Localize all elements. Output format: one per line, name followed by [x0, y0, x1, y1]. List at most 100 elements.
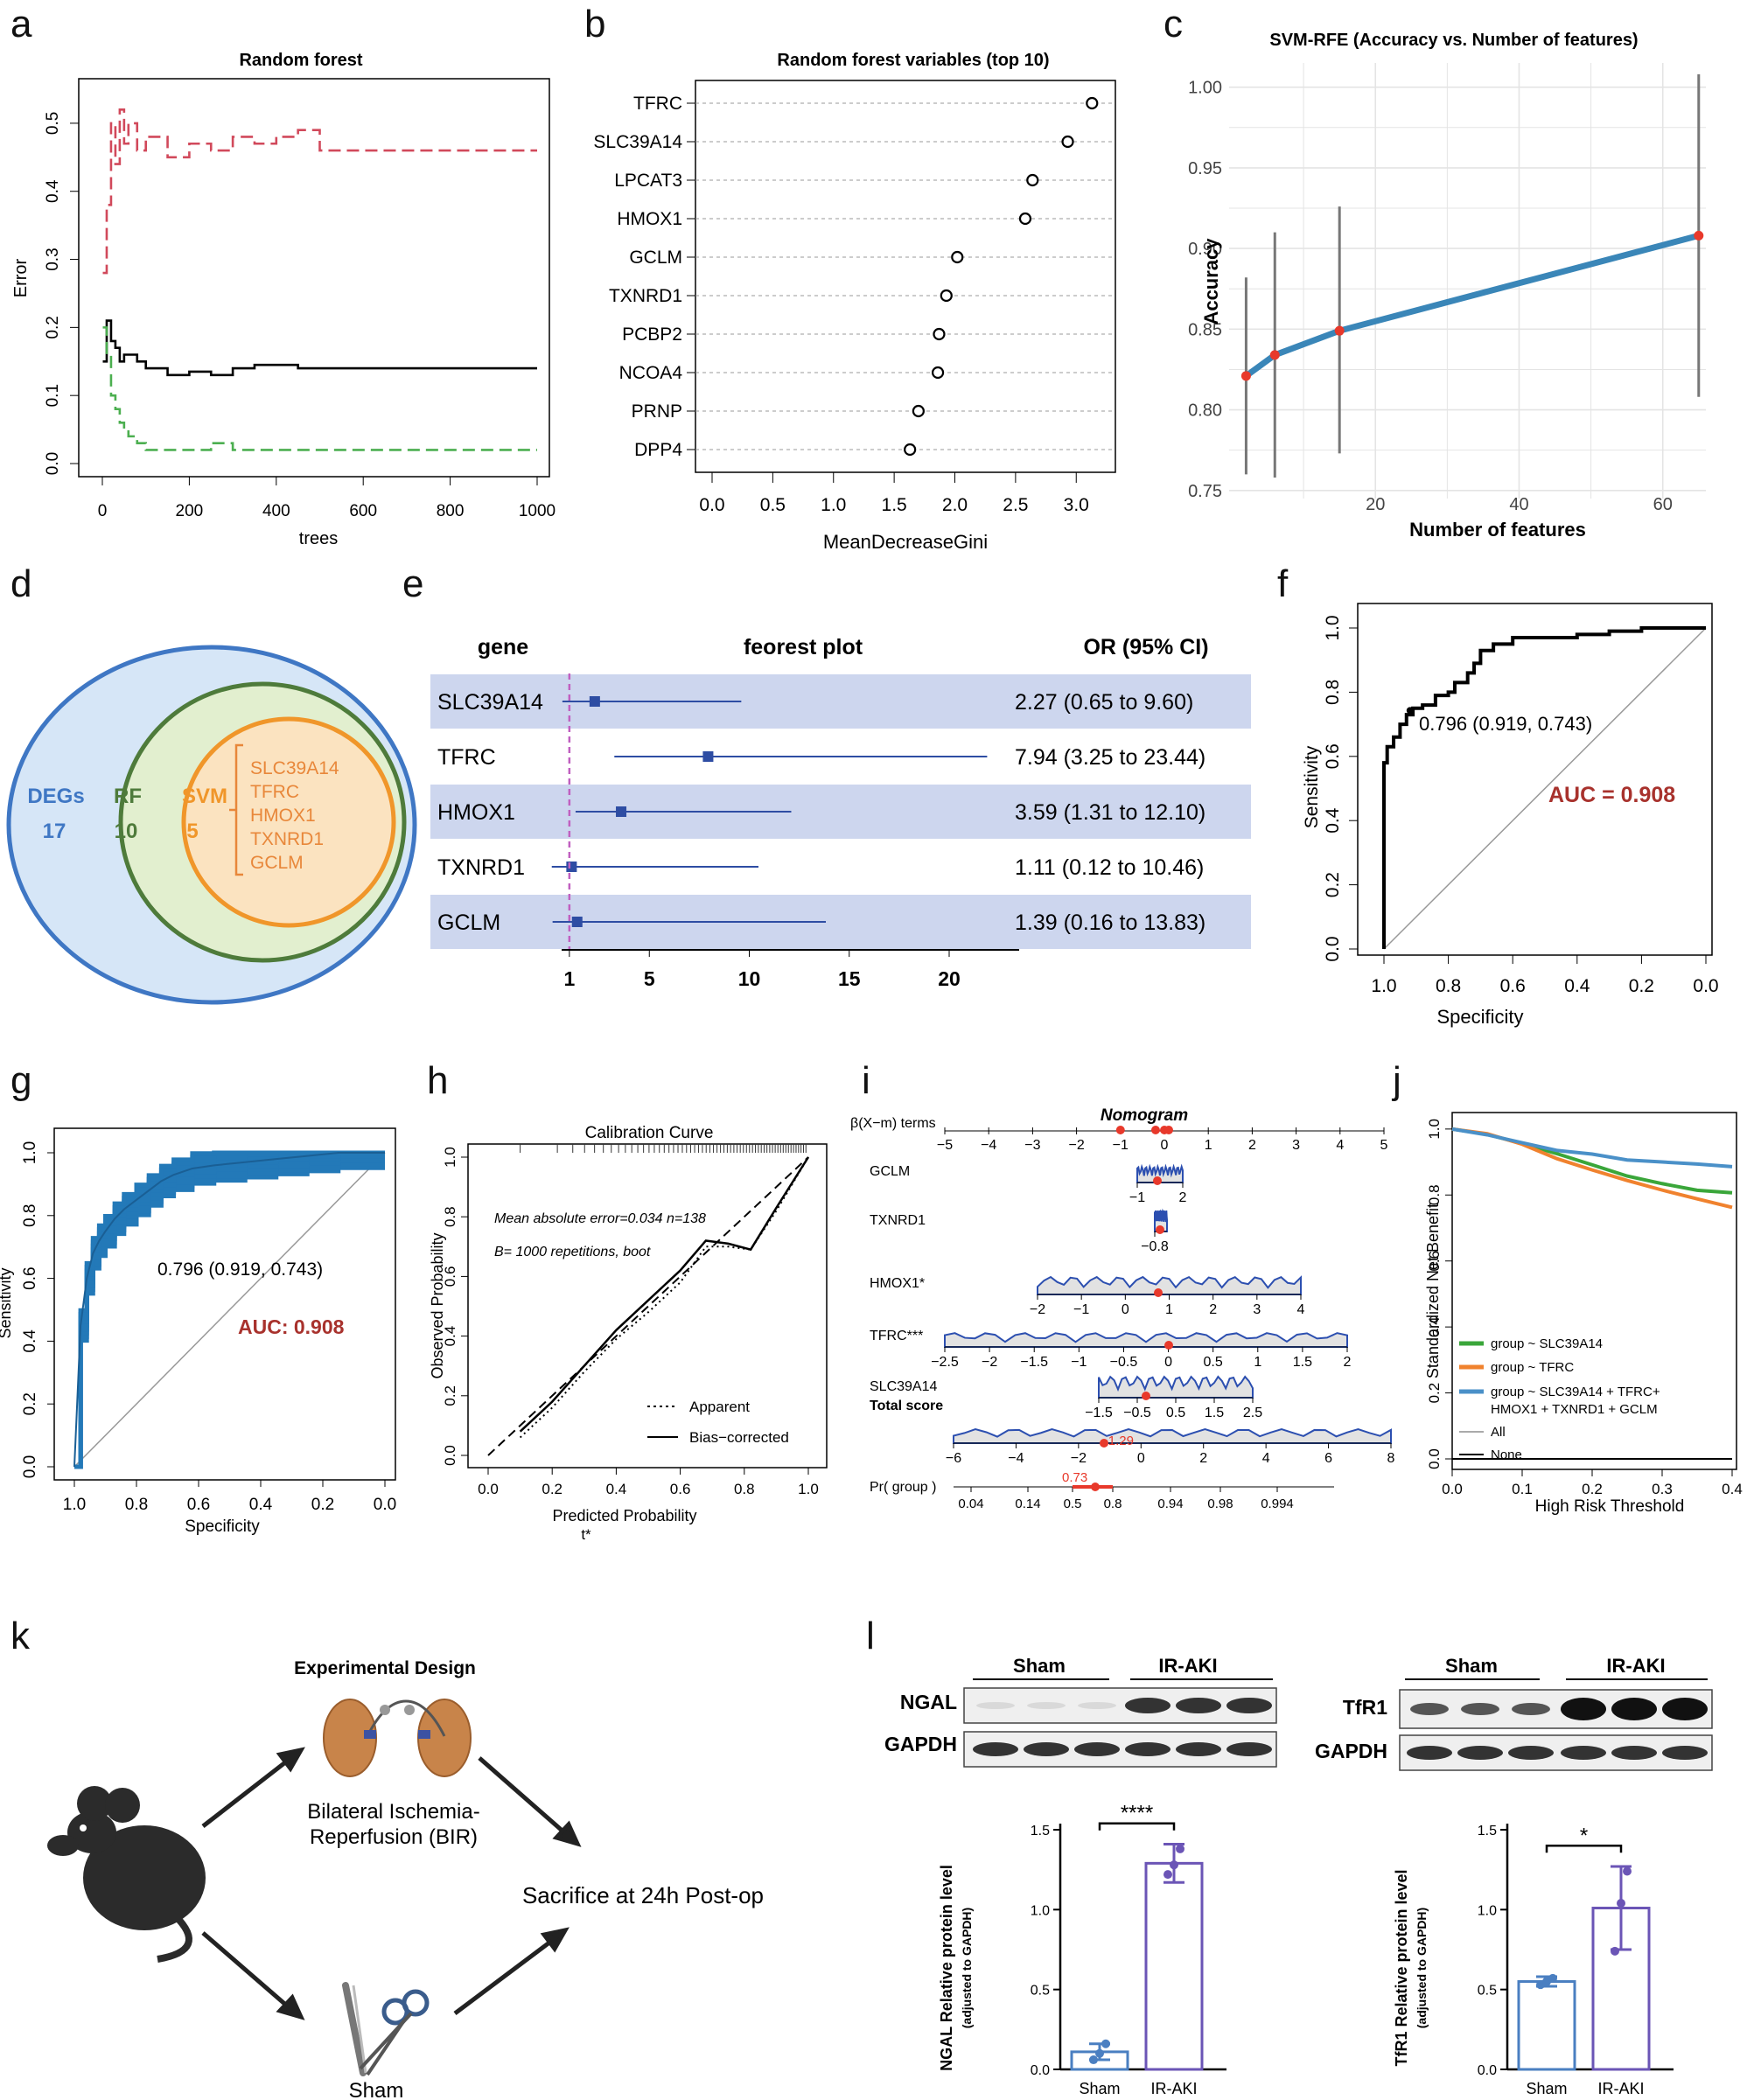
rf-series-class-2	[102, 326, 537, 451]
panel-i-nomogram: Nomogram β(X−m) terms−5 −4 −3 −2 −1 0 1 2 3 4 5 GCL…	[850, 1106, 1395, 1511]
nomo-tick-label: 5	[1380, 1138, 1388, 1153]
blot-band	[1024, 1742, 1069, 1756]
nomo-point	[1154, 1288, 1163, 1297]
bar-datapoint	[1164, 1870, 1172, 1880]
rf-series-oob	[102, 319, 537, 377]
nomo-tick-label: 1	[1205, 1138, 1212, 1153]
g-ytick-label: 0.4	[21, 1329, 39, 1353]
forest-or-point	[589, 696, 600, 707]
bar-datapoint	[1176, 1844, 1184, 1853]
nomo-density	[1037, 1275, 1302, 1295]
h-apparent-curve	[519, 1156, 809, 1439]
j-series-line	[1451, 1127, 1733, 1195]
forest-or-point	[616, 806, 627, 817]
j-legend-label: All	[1491, 1425, 1506, 1440]
chart-h-annotation: B= 1000 repetitions, boot	[494, 1245, 651, 1259]
bar	[1517, 1980, 1576, 2071]
j-ytick-label: 0.6	[1426, 1251, 1443, 1272]
b-xtick-label: 3.0	[1064, 495, 1089, 515]
blot-band	[1611, 1746, 1657, 1760]
panel-e-forest-plot: gene feorest plot OR (95% CI) SLC39A14 2.…	[430, 635, 1251, 990]
f-roc-curve	[1382, 626, 1706, 949]
bar-ytick-label: 1.5	[1478, 1824, 1497, 1838]
chart-b-frame	[695, 80, 1116, 473]
h-xtick-label: 0.4	[606, 1481, 627, 1497]
nomo-tick-label: −1.5	[1020, 1355, 1048, 1370]
chart-h-annotation: Mean absolute error=0.034 n=138	[494, 1211, 706, 1226]
chart-f-auc: AUC = 0.908	[1548, 783, 1675, 807]
blot-left-group2: IR-AKI	[1158, 1655, 1217, 1677]
j-legend-label: HMOX1 + TXNRD1 + GCLM	[1491, 1402, 1658, 1417]
chart-g-ylabel: Sensitivity	[0, 1267, 14, 1338]
nomo-tick-label: −2	[982, 1355, 997, 1370]
nomo-tick-label: 1	[1165, 1302, 1173, 1317]
bar-significance-label: *	[1580, 1824, 1588, 1847]
chart-g-auc: AUC: 0.908	[238, 1315, 345, 1338]
h-ytick-label: 0.0	[442, 1445, 458, 1466]
nomo-tick-label: 0.994	[1261, 1497, 1294, 1511]
nomo-row-label: TXNRD1	[870, 1213, 926, 1228]
panel-j-decision-curve: 0.0 0.1 0.2 0.3 0.4 0.0 0.2 0.4 0.6 0.8 1.0 group…	[1424, 1112, 1743, 1516]
bar-l2-ylabel2: (adjusted to GAPDH)	[1415, 1908, 1429, 2028]
design-title: Experimental Design	[294, 1658, 476, 1678]
nomo-tick-label: −1	[1129, 1190, 1145, 1205]
c-ytick-label: 1.00	[1188, 79, 1222, 98]
f-xtick-label: 1.0	[1371, 976, 1396, 996]
chart-c-plot-area	[1229, 63, 1706, 499]
c-point	[1269, 350, 1280, 360]
f-cutoff-point	[1406, 707, 1414, 715]
nomo-tick-label: −4	[981, 1138, 996, 1153]
j-series-line	[1451, 1127, 1733, 1210]
nomo-tick-label: −0.5	[1110, 1355, 1138, 1370]
panel-letter-e: e	[402, 562, 423, 605]
nomo-tick-label: 2.5	[1243, 1406, 1262, 1420]
nomo-tick-label: −1	[1071, 1355, 1087, 1370]
forest-gene-label: SLC39A14	[437, 690, 543, 715]
chart-h-xlabel: Predicted Probability	[552, 1507, 696, 1524]
nomo-tick-label: 0.14	[1015, 1497, 1040, 1511]
g-roc-curve	[73, 1152, 385, 1468]
nomo-tick-label: 0.04	[958, 1497, 983, 1511]
c-ytick-label: 0.90	[1188, 240, 1222, 259]
blot-band	[1512, 1703, 1550, 1715]
venn-rf-count: 10	[115, 820, 138, 843]
chart-h-legend-bias: Bias−corrected	[689, 1429, 789, 1446]
h-xtick-label: 0.6	[670, 1481, 691, 1497]
bar-l1-ylabel: NGAL Relative protein level	[938, 1865, 955, 2071]
g-xtick-label: 0.8	[125, 1496, 148, 1514]
chart-f-ylabel: Sensitivity	[1302, 745, 1322, 828]
g-xtick-label: 1.0	[63, 1496, 86, 1514]
nomo-tick-label: 3	[1292, 1138, 1300, 1153]
forest-or-text: 2.27 (0.65 to 9.60)	[1015, 690, 1193, 715]
f-xtick-label: 0.6	[1500, 976, 1526, 996]
nomo-tick-label: 1.5	[1205, 1406, 1224, 1420]
chart-a-frame	[78, 78, 550, 478]
blot-band	[1662, 1746, 1708, 1760]
venn-gene: GCLM	[250, 853, 304, 873]
panel-a-random-forest-error: Random forest 0 200 400 600 800 1000 0.0 0.1 0.…	[11, 51, 556, 548]
arrow-head	[276, 1747, 305, 1773]
nomo-row-label: GCLM	[870, 1164, 910, 1179]
bar-datapoint	[1089, 2055, 1098, 2065]
bar-l2-ylabel: TfR1 Relative protein level	[1393, 1869, 1410, 2066]
panel-b-variable-importance: Random forest variables (top 10) TFRC SLC…	[593, 51, 1116, 553]
forest-or-point	[566, 862, 577, 872]
bar-datapoint	[1623, 1866, 1632, 1876]
forest-xtick-label: 1	[563, 967, 575, 990]
nomo-tick-label: 4	[1336, 1138, 1344, 1153]
blot-band	[1461, 1703, 1499, 1715]
chart-f-frame	[1357, 603, 1713, 956]
b-point	[1061, 135, 1074, 149]
h-ideal-line	[487, 1156, 809, 1456]
chart-f-xlabel: Specificity	[1436, 1006, 1523, 1028]
blot-left-control: GAPDH	[884, 1733, 957, 1755]
nomo-tick-label: −2	[1071, 1451, 1087, 1466]
j-ytick-label: 1.0	[1426, 1119, 1443, 1140]
nomo-point	[1153, 1176, 1162, 1185]
b-point	[933, 327, 946, 341]
g-xtick-label: 0.0	[374, 1496, 396, 1514]
c-xtick-label: 60	[1653, 495, 1673, 514]
nomo-tick-label: 4	[1262, 1451, 1270, 1466]
b-category-label: LPCAT3	[614, 171, 682, 191]
c-point	[1694, 230, 1704, 241]
